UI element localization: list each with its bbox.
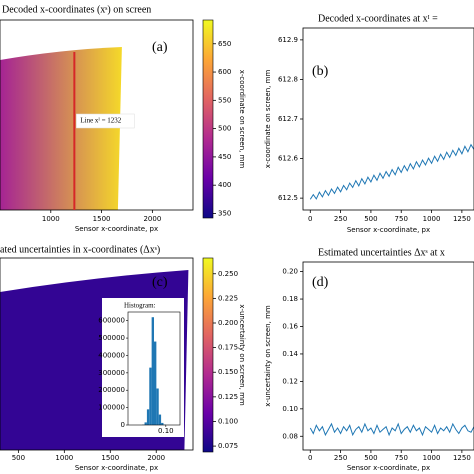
histogram-bar — [158, 414, 162, 425]
inset-y-tick-label: 400000 — [98, 351, 125, 359]
colorbar-tick-label: 0.075 — [218, 442, 238, 450]
colorbar-label: x-uncertainty on screen, mm — [238, 304, 246, 406]
annotation-box — [76, 113, 135, 129]
colorbar-tick-label: 0.200 — [218, 319, 238, 327]
inset-y-tick-label: 500000 — [98, 334, 125, 342]
x-tick-label: 1250 — [453, 454, 471, 462]
x-axis-label: Sensor x-coordinate, px — [347, 464, 430, 472]
chart-title: ated uncertainties in x-coordinates (Δxˢ… — [0, 244, 160, 255]
chart-title: Decoded x-coordinates at xᴵ = — [318, 13, 438, 24]
panel-label: (d) — [312, 275, 329, 290]
histogram-bar — [154, 341, 157, 425]
axes-frame — [302, 261, 474, 451]
x-tick-label: 500 — [364, 454, 377, 462]
y-axis-label: x-coordinate on screen, mm — [264, 70, 272, 169]
x-tick-label: 0 — [308, 454, 312, 462]
colorbar-tick-label: 650 — [218, 40, 231, 48]
chart-title: Estimated uncertainties Δxˢ at x — [318, 247, 445, 258]
y-tick-label: 612.5 — [278, 194, 298, 202]
inset-y-tick-label: 0 — [121, 421, 125, 429]
colorbar-tick-label: 0.250 — [218, 270, 238, 278]
x-tick-label: 500 — [364, 215, 377, 223]
data-line — [309, 422, 474, 437]
x-tick-label: 1000 — [423, 215, 441, 223]
colorbar-tick-label: 450 — [218, 153, 231, 161]
y-tick-label: 0.18 — [282, 295, 298, 303]
y-tick-label: 0.10 — [282, 405, 298, 413]
y-tick-label: 0.16 — [282, 322, 298, 330]
x-tick-label: 2000 — [147, 454, 165, 462]
y-tick-label: 612.9 — [278, 36, 298, 44]
colorbar-tick-label: 0.125 — [218, 393, 238, 401]
colorbar-tick-label: 500 — [218, 125, 231, 133]
colorbar-tick-label: 0.150 — [218, 368, 238, 376]
x-tick-label: 250 — [334, 215, 347, 223]
histogram-bar — [144, 422, 147, 425]
x-axis-label: Sensor x-coordinate, px — [75, 225, 158, 233]
x-tick-label: 0 — [308, 215, 312, 223]
data-line — [309, 143, 474, 200]
chart-title: Decoded x-coordinates (xˢ) on screen — [2, 4, 151, 15]
histogram-bar — [146, 409, 150, 425]
colorbar — [202, 257, 214, 453]
x-tick-label: 750 — [395, 454, 408, 462]
x-tick-label: 1250 — [453, 215, 471, 223]
y-axis-label: x-uncertainty on screen, mm — [264, 305, 272, 407]
axes-bg — [303, 28, 474, 210]
y-tick-label: 0.08 — [282, 432, 298, 440]
panel-label: (c) — [152, 275, 168, 290]
x-tick-label: 2000 — [143, 215, 161, 223]
y-tick-label: 612.6 — [278, 155, 299, 163]
panel-label: (b) — [312, 64, 329, 79]
y-tick-label: 0.14 — [282, 350, 298, 358]
x-axis-label: Sensor x-coordinate, px — [347, 226, 430, 234]
panel-label: (a) — [152, 40, 168, 55]
colorbar-tick-label: 600 — [218, 68, 231, 76]
inset-y-tick-label: 100000 — [98, 404, 125, 412]
histogram-bar — [149, 367, 152, 425]
colorbar-label: x-coordinate on screen, mm — [238, 70, 246, 169]
histogram-bar — [161, 422, 164, 425]
x-tick-label: 1500 — [93, 215, 111, 223]
inset-y-tick-label: 600000 — [98, 317, 125, 325]
heatmap-field — [0, 47, 122, 210]
inset-y-tick-label: 300000 — [98, 369, 125, 377]
histogram-bar — [156, 388, 159, 425]
colorbar-tick-label: 0.225 — [218, 294, 238, 302]
axes-frame — [0, 257, 194, 451]
y-tick-label: 612.7 — [278, 115, 298, 123]
x-axis-label: Sensor x-coordinate, px — [75, 464, 158, 472]
x-tick-label: 1000 — [55, 454, 73, 462]
inset-x-tick-label: 0.10 — [158, 427, 174, 435]
inset-frame — [127, 311, 181, 426]
annotation: Line xᴵ = 1232 — [80, 117, 121, 125]
x-tick-label: 250 — [334, 454, 347, 462]
colorbar-tick-label: 400 — [218, 181, 231, 189]
colorbar-tick-label: 0.100 — [218, 417, 238, 425]
x-tick-label: 1000 — [42, 215, 60, 223]
colorbar — [202, 19, 214, 219]
inset-title: Histogram: — [124, 302, 156, 310]
axes-bg — [303, 262, 474, 450]
y-tick-label: 0.12 — [282, 377, 298, 385]
x-tick-label: 1000 — [423, 454, 441, 462]
x-tick-label: 500 — [12, 454, 25, 462]
y-tick-label: 0.20 — [282, 268, 298, 276]
histogram-bar — [151, 317, 154, 425]
y-tick-label: 612.8 — [278, 75, 298, 83]
inset-y-tick-label: 200000 — [98, 386, 125, 394]
colorbar-tick-label: 550 — [218, 96, 231, 104]
colorbar-tick-label: 0.175 — [218, 344, 238, 352]
x-tick-label: 750 — [395, 215, 408, 223]
axes-frame — [0, 19, 194, 211]
axes-frame — [302, 27, 474, 211]
inset-bg — [102, 298, 184, 437]
colorbar-tick-label: 350 — [218, 209, 231, 217]
x-tick-label: 1500 — [101, 454, 119, 462]
